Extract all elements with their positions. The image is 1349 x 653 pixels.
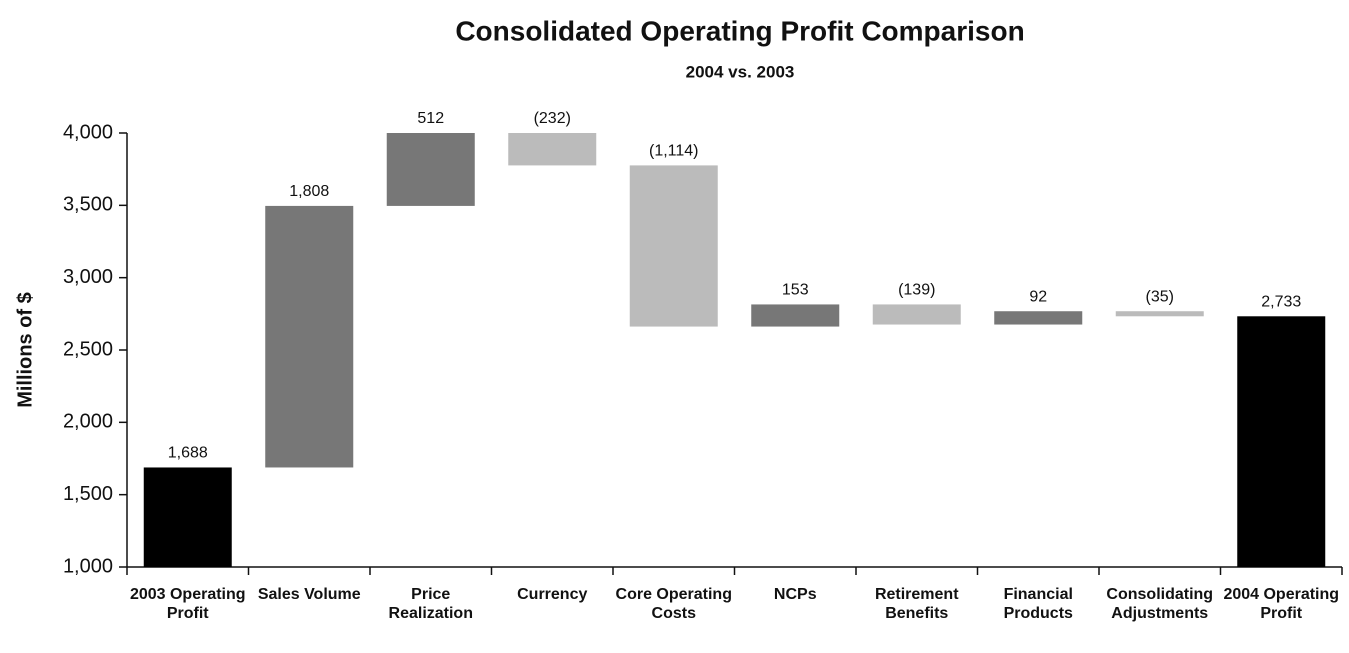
chart-subtitle: 2004 vs. 2003 — [686, 62, 795, 81]
value-label: 92 — [1029, 288, 1047, 305]
value-label: (232) — [534, 110, 571, 127]
x-tick-label: Retirement Benefits — [874, 586, 959, 622]
x-tick-label: Financial Products — [1003, 586, 1073, 622]
x-tick-label: Currency — [517, 586, 588, 603]
y-axis-label: Millions of $ — [14, 292, 36, 408]
y-tick-label: 3,500 — [63, 194, 113, 216]
x-tick-label: 2004 Operating Profit — [1223, 586, 1340, 622]
bar — [1115, 311, 1204, 317]
value-label: 1,808 — [289, 183, 329, 200]
bar — [751, 304, 840, 327]
bar — [872, 304, 961, 325]
bar — [265, 205, 354, 468]
value-label: (1,114) — [649, 143, 699, 160]
value-label: 1,688 — [168, 445, 208, 462]
y-tick-label: 4,000 — [63, 121, 113, 143]
x-tick-label: Price Realization — [388, 586, 473, 622]
x-tick-label: NCPs — [773, 586, 817, 603]
bar — [1237, 316, 1326, 567]
value-label: 153 — [782, 282, 809, 299]
x-tick-label: Consolidating Adjustments — [1106, 586, 1214, 622]
y-tick-label: 2,000 — [63, 411, 113, 433]
x-tick-label: Sales Volume — [257, 586, 361, 603]
value-label: (139) — [898, 282, 935, 299]
x-tick-label: 2003 Operating Profit — [129, 586, 246, 622]
chart-title: Consolidated Operating Profit Comparison — [455, 15, 1024, 46]
x-tick-label: Core Operating Costs — [615, 586, 732, 622]
value-label: 512 — [417, 110, 444, 127]
bar — [629, 165, 718, 327]
y-tick-label: 2,500 — [63, 338, 113, 360]
y-tick-label: 1,500 — [63, 483, 113, 505]
y-tick-label: 3,000 — [63, 266, 113, 288]
value-label: (35) — [1146, 288, 1174, 305]
bar — [386, 133, 475, 206]
bar — [508, 133, 597, 166]
y-tick-label: 1,000 — [63, 555, 113, 577]
bar — [143, 467, 232, 567]
value-label: 2,733 — [1261, 294, 1301, 311]
bar — [994, 311, 1083, 325]
